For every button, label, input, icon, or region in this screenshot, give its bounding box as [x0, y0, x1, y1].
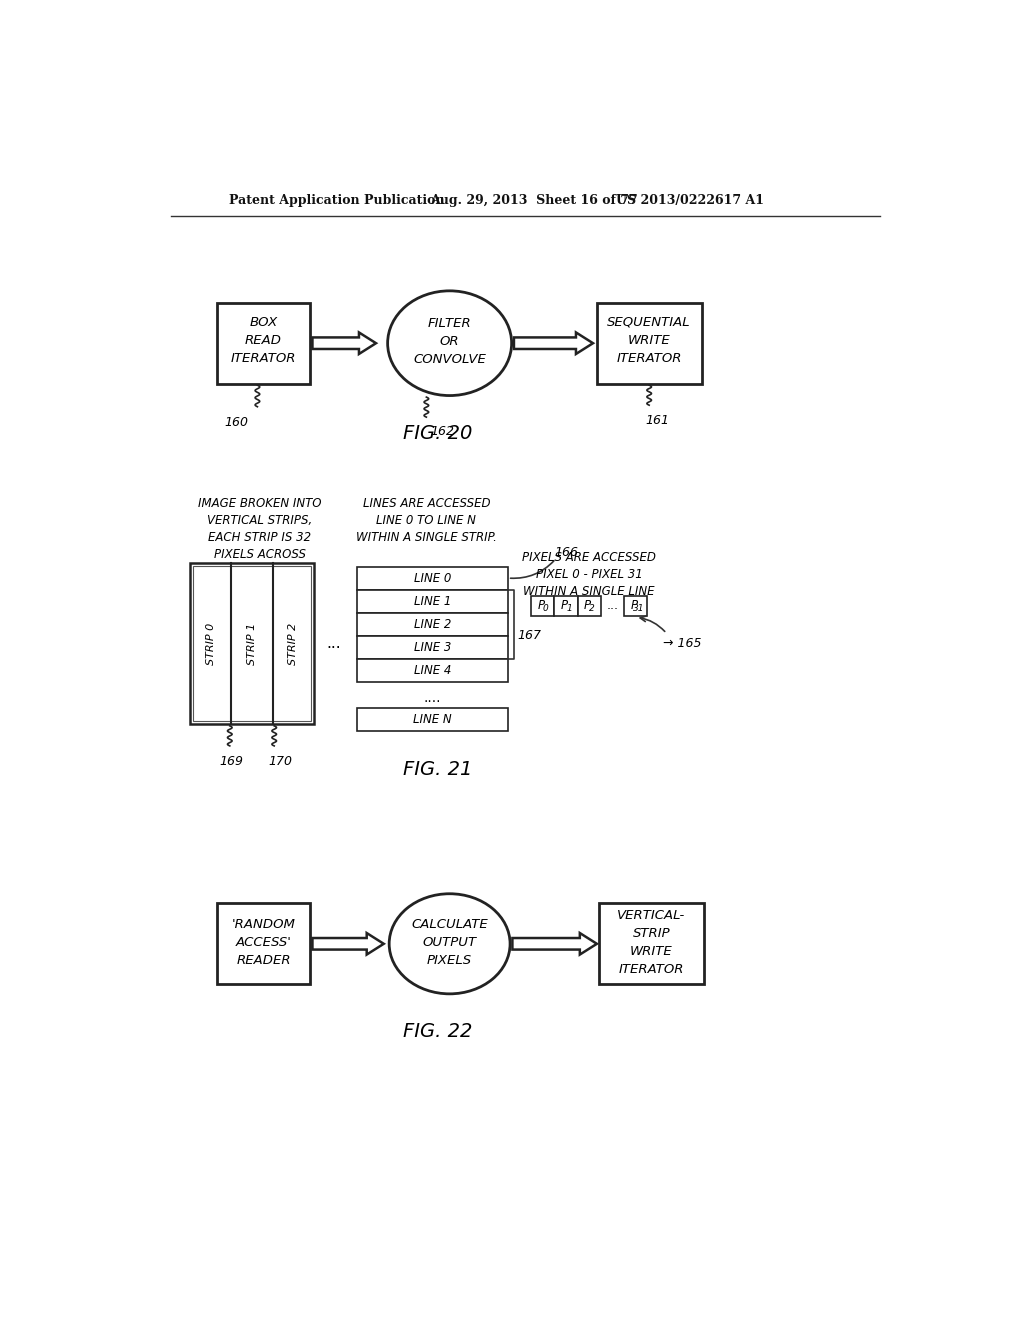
Text: FIG. 20: FIG. 20 [403, 424, 473, 444]
Text: 160: 160 [225, 416, 249, 429]
Text: LINE 1: LINE 1 [414, 594, 451, 607]
Text: LINE 4: LINE 4 [414, 664, 451, 677]
Text: PIXELS ARE ACCESSED
PIXEL 0 - PIXEL 31
WITHIN A SINGLE LINE: PIXELS ARE ACCESSED PIXEL 0 - PIXEL 31 W… [522, 552, 656, 598]
Text: LINE 3: LINE 3 [414, 640, 451, 653]
Text: FILTER
OR
CONVOLVE: FILTER OR CONVOLVE [414, 317, 486, 366]
Text: LINE N: LINE N [413, 713, 452, 726]
Polygon shape [312, 333, 376, 354]
Text: STRIP 2: STRIP 2 [289, 622, 298, 665]
Text: CALCULATE
OUTPUT
PIXELS: CALCULATE OUTPUT PIXELS [412, 917, 488, 966]
Text: 'RANDOM
ACCESS'
READER: 'RANDOM ACCESS' READER [231, 917, 296, 966]
Bar [356, 659, 508, 682]
Text: STRIP 0: STRIP 0 [206, 622, 216, 665]
Text: US 2013/0222617 A1: US 2013/0222617 A1 [616, 194, 764, 207]
Text: 167: 167 [518, 630, 542, 643]
Text: LINE 2: LINE 2 [414, 618, 451, 631]
Polygon shape [312, 933, 384, 954]
Bar [194, 566, 311, 721]
Bar [356, 612, 508, 636]
Text: 0: 0 [543, 603, 549, 612]
Bar [217, 903, 310, 985]
Bar [599, 903, 703, 985]
Text: FIG. 22: FIG. 22 [403, 1023, 473, 1041]
Text: ....: .... [424, 692, 441, 705]
Bar [554, 595, 578, 615]
Text: 169: 169 [220, 755, 244, 768]
Text: ...: ... [606, 599, 618, 612]
Bar [217, 302, 310, 384]
Text: FIG. 21: FIG. 21 [403, 760, 473, 779]
Ellipse shape [388, 290, 512, 396]
Text: LINE 0: LINE 0 [414, 572, 451, 585]
Bar [356, 708, 508, 731]
Bar [190, 562, 314, 725]
Text: 161: 161 [645, 414, 670, 428]
Text: ...: ... [327, 636, 341, 651]
Text: P: P [538, 599, 545, 612]
Text: P: P [561, 599, 568, 612]
Bar [578, 595, 601, 615]
Text: BOX
READ
ITERATOR: BOX READ ITERATOR [230, 315, 296, 364]
Text: VERTICAL-
STRIP
WRITE
ITERATOR: VERTICAL- STRIP WRITE ITERATOR [617, 908, 686, 975]
Bar [531, 595, 554, 615]
Bar [356, 566, 508, 590]
Text: LINES ARE ACCESSED
LINE 0 TO LINE N
WITHIN A SINGLE STRIP.: LINES ARE ACCESSED LINE 0 TO LINE N WITH… [356, 498, 497, 544]
Bar [624, 595, 647, 615]
Text: 162: 162 [430, 425, 455, 438]
Text: 1: 1 [566, 603, 571, 612]
Bar [356, 636, 508, 659]
Text: 31: 31 [633, 603, 644, 612]
Text: P: P [584, 599, 591, 612]
Bar [597, 302, 701, 384]
Text: Aug. 29, 2013  Sheet 16 of 77: Aug. 29, 2013 Sheet 16 of 77 [430, 194, 638, 207]
Text: SEQUENTIAL
WRITE
ITERATOR: SEQUENTIAL WRITE ITERATOR [607, 315, 691, 364]
Text: → 165: → 165 [663, 638, 701, 649]
Ellipse shape [389, 894, 510, 994]
Text: Patent Application Publication: Patent Application Publication [228, 194, 444, 207]
Text: P: P [631, 599, 638, 612]
Text: STRIP 1: STRIP 1 [247, 622, 257, 665]
Text: 2: 2 [590, 603, 595, 612]
Text: 170: 170 [268, 755, 293, 768]
Bar [356, 590, 508, 612]
Polygon shape [514, 333, 593, 354]
Text: IMAGE BROKEN INTO
VERTICAL STRIPS,
EACH STRIP IS 32
PIXELS ACROSS: IMAGE BROKEN INTO VERTICAL STRIPS, EACH … [198, 498, 322, 561]
Polygon shape [512, 933, 597, 954]
Text: 166: 166 [554, 546, 579, 560]
